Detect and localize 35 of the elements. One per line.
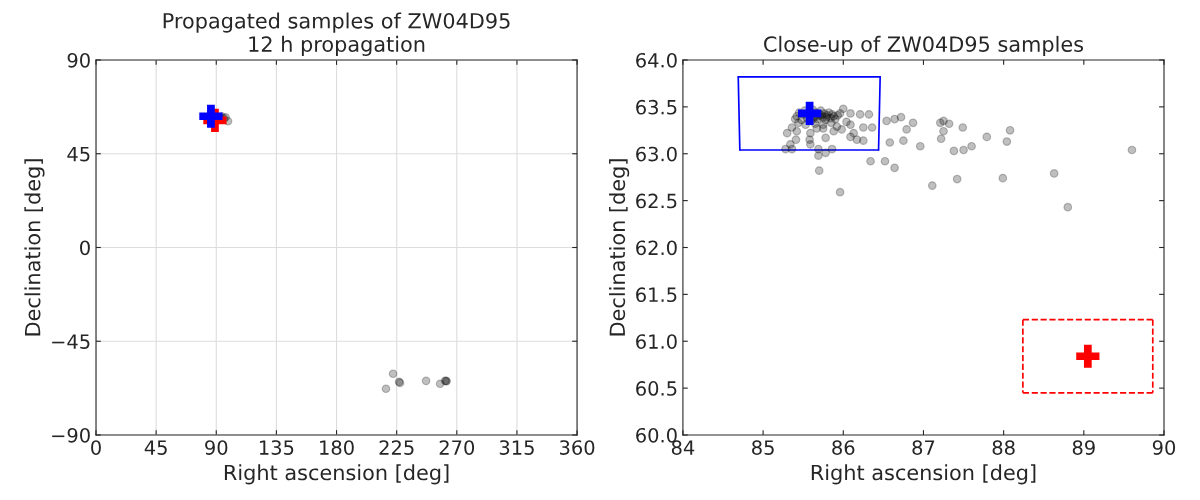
y-tick-label: 61.5 xyxy=(636,287,677,303)
x-tick-label: 135 xyxy=(259,440,294,455)
y-tick-label: 0 xyxy=(80,240,90,256)
x-tick-label: 180 xyxy=(320,440,354,455)
y-tick-label: 63.5 xyxy=(636,99,677,115)
y-axis-title: Declination [deg] xyxy=(609,159,630,336)
x-tick-label: 87 xyxy=(912,440,935,455)
x-tick-label: 360 xyxy=(560,440,595,455)
y-tick-label: 62.0 xyxy=(636,240,677,256)
y-tick-label: 61.0 xyxy=(636,334,677,349)
x-tick-label: 0 xyxy=(91,440,101,455)
x-tick-label: 90 xyxy=(1152,440,1176,455)
x-axis-title: Right ascension [deg] xyxy=(811,464,1036,485)
x-tick-label: 225 xyxy=(379,440,414,455)
y-tick-label: −45 xyxy=(52,334,90,349)
y-tick-label: 90 xyxy=(67,52,90,68)
y-tick-label: 63.0 xyxy=(636,146,677,162)
x-tick-label: 270 xyxy=(439,440,475,455)
x-tick-label: 89 xyxy=(1072,440,1095,455)
x-axis-title: Right ascension [deg] xyxy=(224,464,449,485)
y-tick-label: 64.0 xyxy=(636,52,677,68)
x-tick-label: 86 xyxy=(832,440,855,455)
x-tick-label: 85 xyxy=(752,440,774,455)
x-tick-label: 88 xyxy=(992,440,1015,455)
y-tick-label: 45 xyxy=(67,146,90,162)
y-tick-label: 60.5 xyxy=(636,381,677,396)
chart-subtitle: 12 h propagation xyxy=(249,35,425,56)
x-tick-label: 45 xyxy=(144,440,167,455)
x-tick-label: 315 xyxy=(499,440,534,455)
y-tick-label: 62.5 xyxy=(636,193,677,209)
y-axis-title: Declination [deg] xyxy=(24,159,45,336)
chart-title: Propagated samples of ZW04D95 xyxy=(163,12,510,33)
x-tick-label: 90 xyxy=(205,440,228,455)
y-tick-label: −90 xyxy=(52,427,90,443)
chart-title: Close-up of ZW04D95 samples xyxy=(764,35,1084,56)
